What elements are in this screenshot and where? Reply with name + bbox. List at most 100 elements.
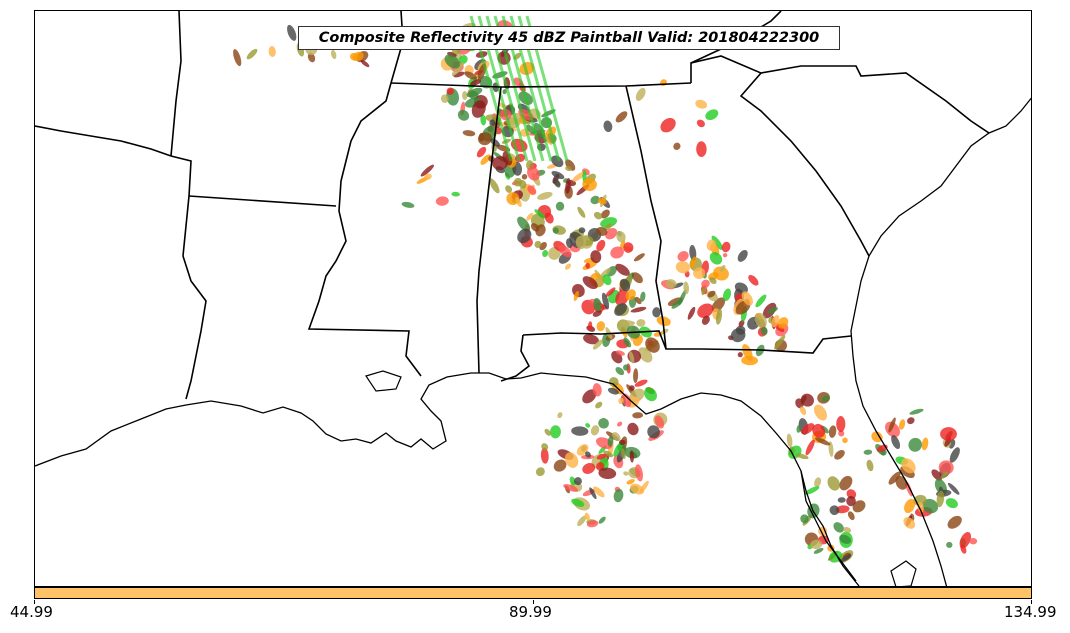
paintball-blob — [489, 178, 500, 194]
paintball-blob — [635, 464, 643, 482]
paintball-blob — [839, 534, 852, 544]
paintball-blob — [786, 433, 793, 448]
paintball-blob — [596, 239, 606, 252]
paintball-blob — [444, 54, 461, 69]
paintball-blob — [625, 289, 636, 301]
paintball-blob — [598, 516, 606, 524]
paintball-blob — [737, 352, 743, 358]
paintball-blob — [940, 471, 949, 479]
paintball-blob — [537, 191, 553, 200]
paintball-blob — [888, 417, 896, 433]
paintball-blob — [605, 228, 618, 240]
paintball-blob — [582, 177, 597, 192]
paintball-blob — [612, 432, 621, 441]
paintball-blob — [517, 228, 532, 244]
paintball-blob — [863, 449, 873, 455]
paintball-blob — [582, 389, 597, 404]
paintball-blob — [908, 437, 922, 452]
paintball-blob — [555, 201, 565, 211]
paintball-blob — [595, 401, 603, 409]
paintball-blob — [909, 408, 924, 415]
paintball-blob — [596, 453, 607, 460]
paintball-blob — [446, 87, 454, 95]
paintball-blob — [675, 261, 690, 274]
paintball-blob — [835, 505, 850, 514]
paintball-blob — [582, 276, 598, 290]
paintball-blob — [330, 49, 337, 60]
paintball-blob — [654, 415, 665, 429]
paintball-blob — [647, 425, 660, 439]
paintball-blob — [871, 431, 883, 443]
paintball-blob — [480, 154, 491, 165]
paintball-blob — [742, 344, 753, 361]
paintball-blob — [590, 425, 600, 436]
paintball-blob — [551, 171, 565, 180]
paintball-blob — [815, 437, 831, 446]
paintball-blob — [836, 416, 846, 432]
colorbar-tick-mid — [533, 600, 534, 604]
paintball-blob — [706, 239, 717, 251]
paintball-blob — [521, 174, 528, 180]
paintball-blob — [420, 164, 434, 177]
paintball-blob — [563, 484, 578, 492]
paintball-blob — [741, 355, 758, 366]
paintball-blob — [558, 244, 572, 258]
paintball-blob — [635, 87, 646, 101]
paintball-blob — [812, 423, 826, 438]
paintball-blob — [233, 49, 242, 67]
paintball-blob — [618, 397, 624, 404]
border-al-ga — [625, 85, 667, 350]
paintball-blob — [949, 447, 960, 463]
paintball-blob — [573, 290, 579, 302]
paintball-blob — [623, 471, 629, 476]
paintball-blob — [720, 264, 726, 272]
paintball-blob — [621, 393, 632, 408]
paintball-blob — [574, 477, 582, 486]
coastline — [35, 372, 860, 586]
paintball-blob — [557, 412, 563, 419]
paintball-blob — [553, 459, 567, 472]
paintball-blob — [307, 52, 316, 63]
north-border — [35, 125, 172, 157]
paintball-blob — [938, 460, 954, 475]
lake-okeechobee — [890, 560, 917, 586]
map-title: Composite Reflectivity 45 dBZ Paintball … — [298, 26, 840, 50]
paintball-blob — [795, 453, 809, 460]
paintball-blob — [630, 483, 645, 495]
paintball-blob — [584, 512, 590, 521]
paintball-blob — [959, 531, 972, 549]
paintball-blob — [701, 279, 710, 288]
paintball-blob — [615, 367, 625, 376]
paintball-blob — [738, 320, 745, 328]
paintball-blob — [940, 427, 957, 441]
paintball-blob — [457, 109, 470, 121]
paintball-blob — [711, 235, 723, 250]
paintball-blob — [466, 87, 483, 98]
paintball-blob — [440, 94, 449, 103]
paintball-blob — [660, 79, 667, 86]
paintball-blob — [542, 249, 549, 258]
paintball-blob — [569, 476, 576, 486]
paintball-blob — [585, 423, 591, 428]
paintball-blob — [634, 296, 642, 305]
paintball-blob — [852, 500, 866, 513]
paintball-blob — [777, 317, 789, 329]
paintball-blob — [451, 62, 465, 76]
paintball-blob — [774, 334, 786, 350]
paintball-blob — [564, 263, 572, 270]
paintball-blob — [667, 297, 683, 306]
paintball-blob — [613, 441, 624, 457]
paintball-blob — [829, 505, 840, 516]
paintball-blob — [737, 249, 748, 262]
paintball-blob — [946, 541, 953, 548]
border-tn-south — [390, 82, 692, 88]
paintball-blob — [476, 146, 487, 158]
paintball-blob — [799, 406, 807, 416]
paintball-blob — [801, 423, 815, 435]
paintball-blob — [607, 387, 619, 395]
paintball-blob — [621, 448, 626, 460]
paintball-blob — [615, 111, 628, 123]
paintball-blob — [931, 469, 943, 481]
lake-pontchartrain — [365, 370, 402, 392]
paintball-blob — [693, 267, 706, 280]
